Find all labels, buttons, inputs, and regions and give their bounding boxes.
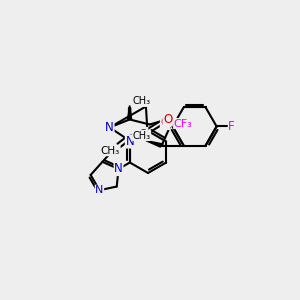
- Polygon shape: [128, 106, 132, 119]
- Text: N: N: [114, 163, 123, 176]
- Polygon shape: [146, 140, 163, 147]
- Text: CF₃: CF₃: [174, 118, 192, 128]
- Text: O: O: [160, 116, 169, 130]
- Text: CH₃: CH₃: [133, 130, 151, 140]
- Text: CH₃: CH₃: [101, 146, 120, 156]
- Text: O: O: [139, 128, 148, 140]
- Text: O: O: [163, 113, 172, 126]
- Text: N: N: [105, 121, 114, 134]
- Text: CH₃: CH₃: [133, 97, 151, 106]
- Text: N: N: [125, 135, 134, 148]
- Text: N: N: [95, 185, 104, 195]
- Text: F: F: [228, 120, 235, 133]
